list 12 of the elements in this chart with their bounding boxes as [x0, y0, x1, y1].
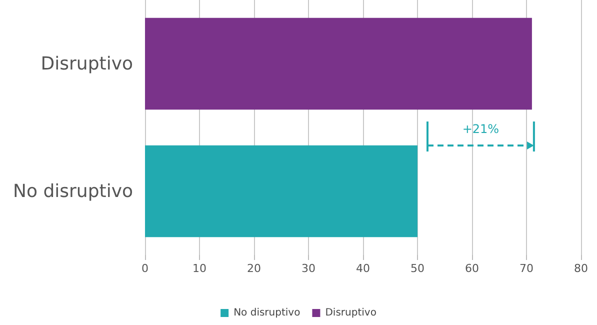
legend-label: No disruptivo [234, 308, 300, 318]
x-tick-label: 80 [574, 262, 588, 275]
x-tick-label: 0 [142, 262, 148, 275]
x-tick-label: 70 [520, 262, 534, 275]
x-tick-label: 40 [356, 262, 370, 275]
annotation: +21% [462, 122, 500, 136]
x-tick-label: 10 [192, 262, 206, 275]
x-tick-label: 60 [465, 262, 479, 275]
x-tick-label: 50 [410, 262, 424, 275]
legend-label: Disruptivo [325, 308, 376, 318]
x-tick-label: 20 [247, 262, 261, 275]
x-tick-label: 30 [302, 262, 316, 275]
